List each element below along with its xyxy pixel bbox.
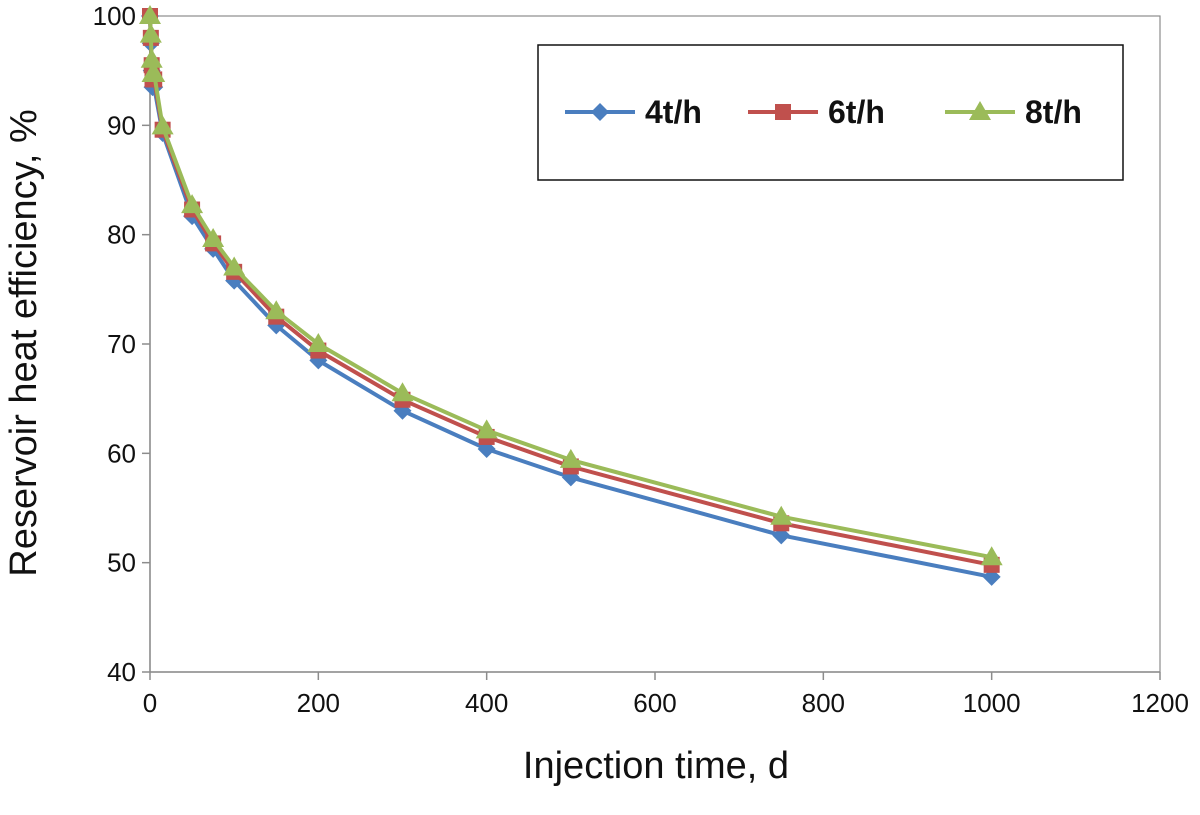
y-tick-label: 60 xyxy=(107,438,136,468)
y-tick-label: 50 xyxy=(107,548,136,578)
x-tick-label: 1000 xyxy=(963,688,1021,718)
data-point xyxy=(181,194,204,214)
x-tick-label: 600 xyxy=(633,688,676,718)
data-point xyxy=(265,300,288,320)
legend-marker xyxy=(969,101,991,120)
x-tick-label: 400 xyxy=(465,688,508,718)
data-point xyxy=(139,23,162,43)
data-point xyxy=(139,5,161,24)
y-axis-title: Reservoir heat efficiency, % xyxy=(3,109,45,576)
legend-label: 4t/h xyxy=(645,94,702,130)
data-point xyxy=(202,228,225,248)
axes: 0 200 400 600 800 1000 1200 40 50 60 70 80 90 100 xyxy=(93,1,1189,718)
data-point xyxy=(143,62,166,82)
data-point xyxy=(770,505,793,525)
data-point xyxy=(307,333,330,352)
data-point xyxy=(151,115,174,135)
data-point xyxy=(223,256,246,276)
data-point xyxy=(391,382,414,402)
legend-box xyxy=(537,44,1124,181)
legend-label: 8t/h xyxy=(1025,94,1082,130)
y-tick-label: 40 xyxy=(107,657,136,687)
series-8t-h xyxy=(139,5,1003,566)
data-point xyxy=(559,448,582,468)
series-layer xyxy=(139,5,1003,586)
y-tick-label: 70 xyxy=(107,329,136,359)
x-tick-label: 0 xyxy=(143,688,157,718)
y-tick-label: 90 xyxy=(107,110,136,140)
data-point xyxy=(980,546,1003,566)
x-tick-label: 200 xyxy=(297,688,340,718)
data-point xyxy=(140,48,163,68)
legend-marker xyxy=(775,104,791,120)
y-tick-label: 100 xyxy=(93,1,136,31)
legend: 4t/h 6t/h 8t/h xyxy=(537,44,1124,181)
x-tick-label: 1200 xyxy=(1131,688,1189,718)
legend-marker xyxy=(591,103,609,121)
legend-label: 6t/h xyxy=(828,94,885,130)
x-axis-title: Injection time, d xyxy=(523,745,789,787)
x-tick-label: 800 xyxy=(802,688,845,718)
y-tick-label: 80 xyxy=(107,220,136,250)
data-point xyxy=(475,419,498,439)
